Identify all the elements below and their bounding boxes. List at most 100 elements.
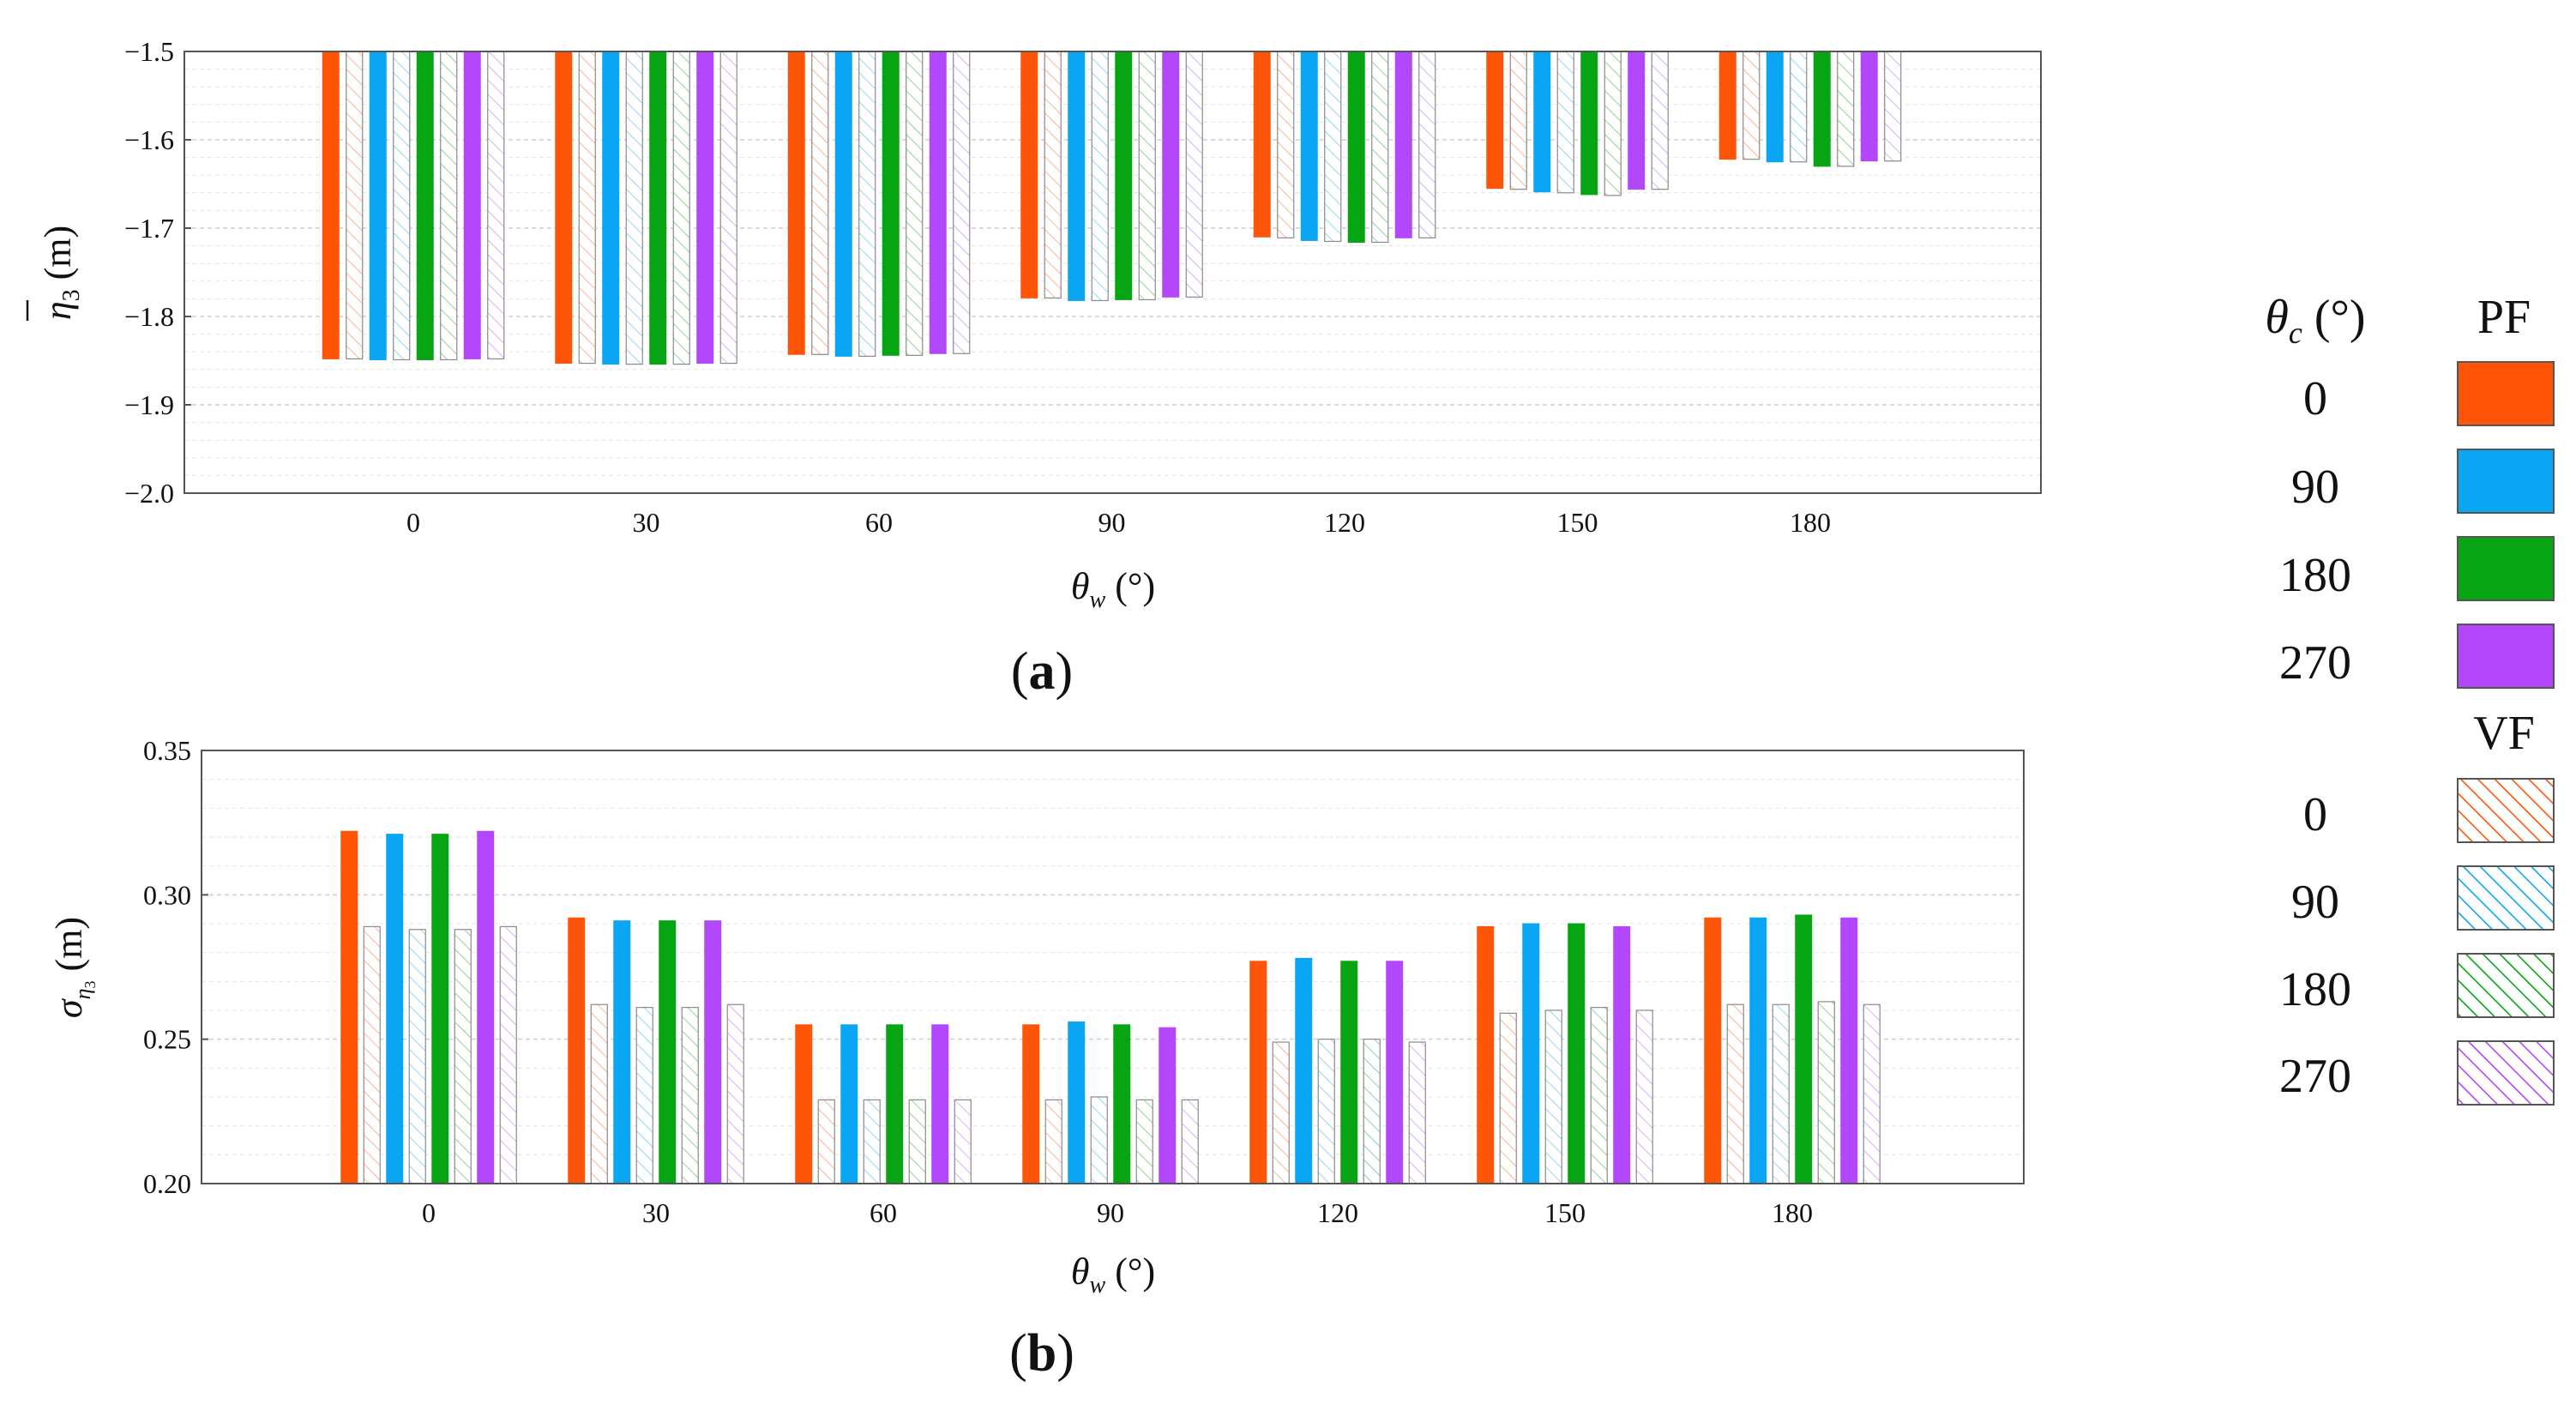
bar-a-pf-90-cat-150 xyxy=(1533,51,1551,193)
bar-a-vf-0-cat-60 xyxy=(811,51,829,355)
chart-a-x-tick-label: 180 xyxy=(1790,507,1831,538)
bar-a-pf-90-cat-60 xyxy=(834,51,852,357)
chart-b-x-tick-label: 150 xyxy=(1544,1197,1586,1228)
chart-b-x-tick-label: 0 xyxy=(422,1197,436,1228)
chart-a-x-tick-label: 90 xyxy=(1098,507,1126,538)
legend-swatch-pf-180 xyxy=(2457,536,2555,601)
chart-b-y-ticks: 0.35 0.30 0.25 0.20 xyxy=(143,735,208,1199)
bar-b-vf-270-cat-120 xyxy=(1408,1041,1426,1184)
bar-a-vf-180-cat-150 xyxy=(1604,51,1622,196)
chart-a-xlabel-unit: (°) xyxy=(1105,565,1155,607)
bar-b-vf-270-cat-150 xyxy=(1635,1009,1653,1184)
legend-vf-angle-180: 180 xyxy=(2279,963,2351,1016)
bar-b-pf-0-cat-180 xyxy=(1704,917,1722,1184)
bar-a-vf-180-cat-90 xyxy=(1138,51,1156,301)
chart-a-y-tick-label: −1.6 xyxy=(124,124,174,155)
bar-a-vf-0-cat-120 xyxy=(1277,51,1295,238)
bar-a-vf-90-cat-180 xyxy=(1790,51,1808,163)
legend-swatch-vf-180 xyxy=(2457,953,2555,1018)
chart-b-x-axis-label: θw (°) xyxy=(1071,1250,1155,1299)
bar-a-vf-180-cat-120 xyxy=(1371,51,1389,244)
bar-a-pf-270-cat-60 xyxy=(929,51,947,354)
bar-a-vf-270-cat-0 xyxy=(487,51,505,360)
chart-b-xlabel-symbol: θ xyxy=(1071,1250,1090,1293)
chart-a-ylabel-sub: 3 xyxy=(58,289,85,301)
bar-a-vf-270-cat-150 xyxy=(1651,51,1669,190)
bar-b-vf-180-cat-60 xyxy=(908,1099,926,1184)
bar-b-pf-0-cat-60 xyxy=(795,1024,813,1184)
bar-a-pf-0-cat-30 xyxy=(555,51,573,365)
bar-a-vf-90-cat-30 xyxy=(625,51,643,365)
bar-a-pf-0-cat-90 xyxy=(1020,51,1038,298)
legend-vf-angle-0: 0 xyxy=(2303,788,2327,841)
legend-swatch-vf-90 xyxy=(2457,865,2555,931)
bar-a-vf-180-cat-180 xyxy=(1837,51,1855,167)
bar-b-pf-270-cat-0 xyxy=(477,830,495,1184)
bar-b-pf-90-cat-0 xyxy=(386,834,404,1184)
chart-a-y-tick-label: −1.8 xyxy=(124,301,174,332)
chart-a-x-tick-label: 120 xyxy=(1324,507,1365,538)
bar-a-vf-270-cat-120 xyxy=(1418,51,1436,238)
chart-a-panel-letter: a xyxy=(1029,642,1056,701)
bar-a-vf-0-cat-90 xyxy=(1044,51,1062,298)
bar-b-vf-270-cat-180 xyxy=(1863,1003,1881,1184)
bar-b-pf-90-cat-120 xyxy=(1295,957,1313,1184)
chart-b-panel-close: ) xyxy=(1056,1324,1074,1383)
legend-vf-angle-90: 90 xyxy=(2291,876,2339,929)
chart-a-y-axis-label: η3 (m) xyxy=(26,226,85,321)
bar-a-vf-180-cat-60 xyxy=(906,51,924,356)
bar-b-pf-0-cat-120 xyxy=(1249,961,1267,1184)
chart-b-y-tick-label: 0.30 xyxy=(143,879,191,910)
chart-a-panel-label: (a) xyxy=(1011,642,1073,701)
chart-a-x-tick-label: 0 xyxy=(406,507,420,538)
bar-b-pf-0-cat-90 xyxy=(1022,1024,1040,1184)
bar-b-vf-180-cat-120 xyxy=(1363,1039,1381,1184)
bar-a-pf-180-cat-120 xyxy=(1347,51,1365,243)
legend-title-symbol: θ xyxy=(2265,291,2289,344)
legend-title-sub: c xyxy=(2289,316,2302,350)
bar-b-pf-90-cat-60 xyxy=(840,1024,858,1184)
bar-b-vf-180-cat-0 xyxy=(454,929,472,1184)
bar-a-vf-90-cat-150 xyxy=(1556,51,1574,194)
chart-b-panel-label: (b) xyxy=(1009,1324,1074,1383)
legend-title-unit: (°) xyxy=(2302,291,2366,344)
bar-b-vf-270-cat-30 xyxy=(726,1003,744,1184)
legend-pf-angle-270: 270 xyxy=(2279,636,2351,690)
bar-b-vf-0-cat-0 xyxy=(363,925,381,1184)
bar-a-vf-0-cat-150 xyxy=(1509,51,1527,190)
chart-a-panel-close: ) xyxy=(1056,642,1074,701)
bar-b-pf-270-cat-120 xyxy=(1386,961,1404,1184)
bar-b-pf-90-cat-150 xyxy=(1522,923,1540,1184)
chart-a-x-tick-label: 30 xyxy=(633,507,660,538)
chart-a-xlabel-symbol: θ xyxy=(1071,565,1090,607)
bar-b-vf-180-cat-180 xyxy=(1817,1001,1835,1184)
bar-b-pf-270-cat-90 xyxy=(1159,1027,1177,1184)
bar-a-pf-270-cat-150 xyxy=(1628,51,1646,190)
bar-b-pf-270-cat-180 xyxy=(1840,917,1858,1184)
bar-a-pf-270-cat-90 xyxy=(1162,51,1180,298)
bar-b-pf-180-cat-150 xyxy=(1568,923,1586,1184)
legend-pf-angle-90: 90 xyxy=(2291,461,2339,514)
bar-a-vf-270-cat-60 xyxy=(953,51,971,354)
legend-swatch-vf-0 xyxy=(2457,778,2555,843)
chart-b-y-tick-label: 0.20 xyxy=(143,1168,191,1199)
bar-a-pf-90-cat-180 xyxy=(1766,51,1784,163)
bar-b-vf-180-cat-90 xyxy=(1135,1099,1153,1184)
chart-a-x-tick-label: 60 xyxy=(865,507,893,538)
bar-a-vf-0-cat-30 xyxy=(578,51,596,365)
svg-text:ση3 (m): ση3 (m) xyxy=(48,917,99,1018)
bar-a-pf-180-cat-90 xyxy=(1115,51,1133,300)
bar-b-vf-90-cat-150 xyxy=(1544,1009,1562,1184)
chart-a-y-tick-label: −1.7 xyxy=(124,213,174,244)
chart-b-plot-frame xyxy=(201,750,2025,1184)
bar-b-vf-180-cat-150 xyxy=(1590,1007,1608,1184)
bar-b-vf-90-cat-60 xyxy=(863,1099,881,1184)
bar-a-pf-0-cat-180 xyxy=(1718,51,1736,160)
bar-b-pf-90-cat-90 xyxy=(1068,1021,1086,1184)
chart-b-y-tick-label: 0.35 xyxy=(143,735,191,766)
chart-b-ylabel-sub: η xyxy=(70,988,95,999)
legend-swatch-pf-90 xyxy=(2457,449,2555,514)
bar-b-vf-270-cat-0 xyxy=(499,925,517,1184)
chart-b-x-tick-label: 30 xyxy=(642,1197,670,1228)
chart-b-x-ticks: 0 30 60 90 120 150 180 xyxy=(422,1197,1813,1228)
